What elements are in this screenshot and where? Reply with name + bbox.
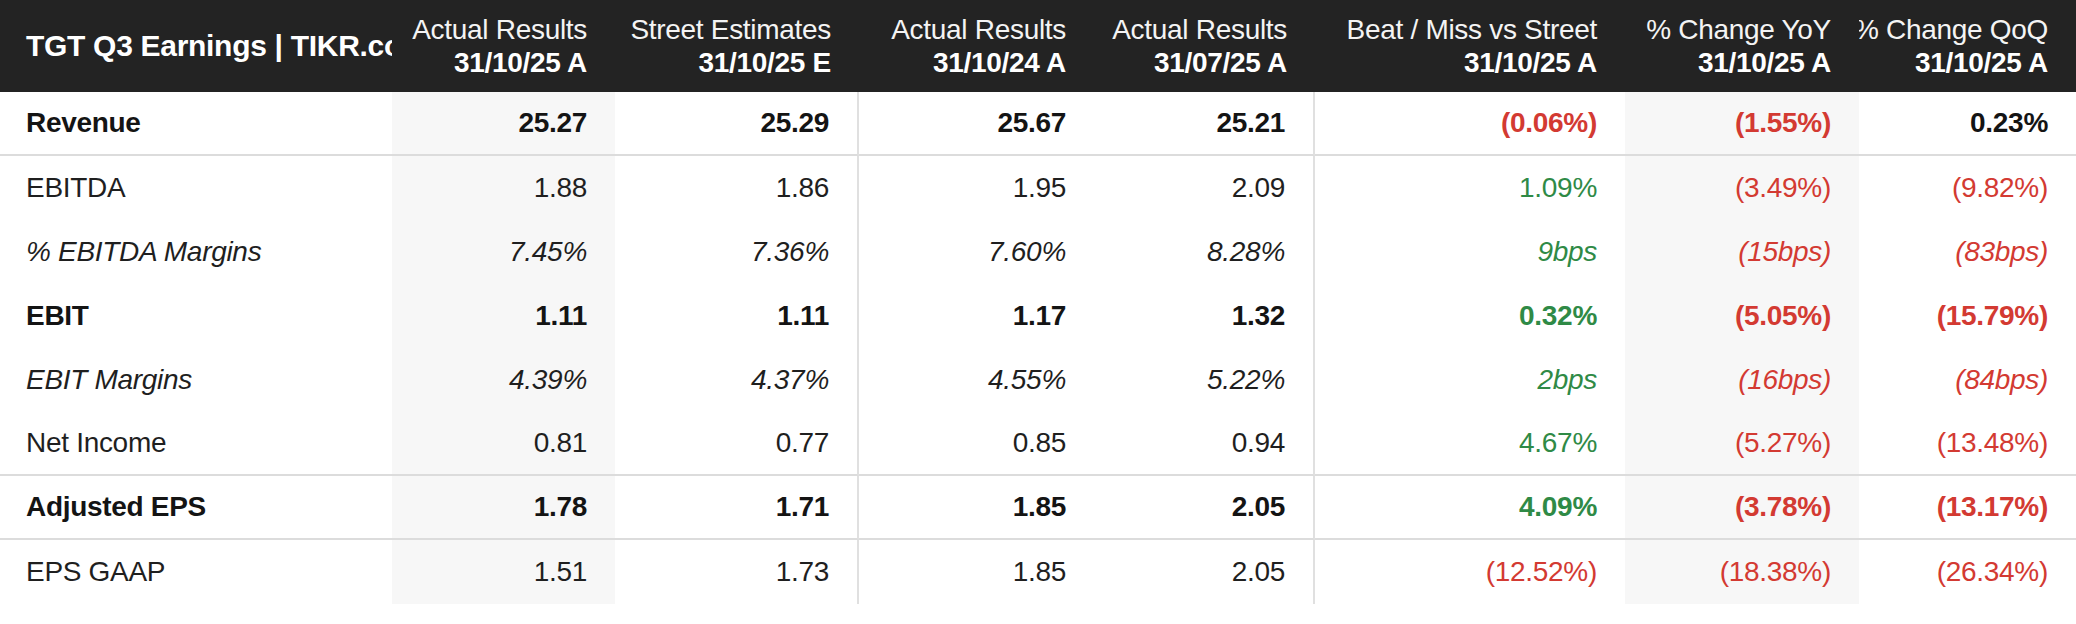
cell-eps-gaap-beat-miss: (12.52%)	[1315, 540, 1625, 604]
cell-ebit-pct-change-qoq: (15.79%)	[1859, 284, 2076, 348]
cell-revenue-actual-31-07-25: 25.21	[1094, 92, 1315, 156]
cell-adjusted-eps-beat-miss: 4.09%	[1315, 476, 1625, 540]
cell-net-income-actual-31-10-25: 0.81	[392, 412, 615, 476]
column-header-pct-change-qoq: % Change QoQ 31/10/25 A	[1859, 0, 2076, 92]
cell-eps-gaap-actual-31-10-24: 1.85	[859, 540, 1094, 604]
cell-ebit-actual-31-07-25: 1.32	[1094, 284, 1315, 348]
cell-revenue-actual-31-10-24: 25.67	[859, 92, 1094, 156]
cell-net-income-actual-31-07-25: 0.94	[1094, 412, 1315, 476]
row-label-revenue: Revenue	[0, 92, 392, 156]
row-label-adjusted-eps: Adjusted EPS	[0, 476, 392, 540]
cell-ebitda-margins-actual-31-10-24: 7.60%	[859, 220, 1094, 284]
column-header-label: % Change YoY	[1646, 16, 1831, 44]
cell-revenue-beat-miss: (0.06%)	[1315, 92, 1625, 156]
cell-ebit-pct-change-yoy: (5.05%)	[1625, 284, 1859, 348]
column-header-actual-31-10-25: Actual Results 31/10/25 A	[392, 0, 615, 92]
column-header-date: 31/10/25 A	[454, 49, 587, 77]
column-header-label: % Change QoQ	[1859, 16, 2048, 44]
earnings-table: TGT Q3 Earnings | TIKR.com Actual Result…	[0, 0, 2076, 604]
cell-adjusted-eps-pct-change-qoq: (13.17%)	[1859, 476, 2076, 540]
cell-ebitda-pct-change-qoq: (9.82%)	[1859, 156, 2076, 220]
column-header-date: 31/10/25 A	[1698, 49, 1831, 77]
cell-net-income-pct-change-qoq: (13.48%)	[1859, 412, 2076, 476]
column-header-pct-change-yoy: % Change YoY 31/10/25 A	[1625, 0, 1859, 92]
column-header-label: Beat / Miss vs Street	[1347, 16, 1597, 44]
cell-net-income-pct-change-yoy: (5.27%)	[1625, 412, 1859, 476]
column-header-date: 31/10/25 A	[1464, 49, 1597, 77]
cell-revenue-street-31-10-25: 25.29	[615, 92, 859, 156]
cell-ebit-margins-pct-change-qoq: (84bps)	[1859, 348, 2076, 412]
cell-eps-gaap-pct-change-qoq: (26.34%)	[1859, 540, 2076, 604]
column-header-label: Actual Results	[412, 16, 587, 44]
cell-ebit-margins-actual-31-07-25: 5.22%	[1094, 348, 1315, 412]
cell-ebit-beat-miss: 0.32%	[1315, 284, 1625, 348]
cell-adjusted-eps-street-31-10-25: 1.71	[615, 476, 859, 540]
cell-ebitda-pct-change-yoy: (3.49%)	[1625, 156, 1859, 220]
cell-eps-gaap-pct-change-yoy: (18.38%)	[1625, 540, 1859, 604]
column-header-label: Street Estimates	[630, 16, 831, 44]
cell-ebitda-margins-pct-change-qoq: (83bps)	[1859, 220, 2076, 284]
cell-revenue-pct-change-qoq: 0.23%	[1859, 92, 2076, 156]
row-label-ebit-margins: EBIT Margins	[0, 348, 392, 412]
column-header-actual-31-07-25: Actual Results 31/07/25 A	[1094, 0, 1315, 92]
column-header-actual-31-10-24: Actual Results 31/10/24 A	[859, 0, 1094, 92]
row-label-ebitda: EBITDA	[0, 156, 392, 220]
cell-net-income-street-31-10-25: 0.77	[615, 412, 859, 476]
cell-ebit-margins-pct-change-yoy: (16bps)	[1625, 348, 1859, 412]
table-title: TGT Q3 Earnings | TIKR.com	[0, 0, 392, 92]
cell-ebitda-beat-miss: 1.09%	[1315, 156, 1625, 220]
cell-ebitda-margins-beat-miss: 9bps	[1315, 220, 1625, 284]
cell-adjusted-eps-actual-31-07-25: 2.05	[1094, 476, 1315, 540]
row-label-ebit: EBIT	[0, 284, 392, 348]
column-header-date: 31/07/25 A	[1154, 49, 1287, 77]
cell-revenue-actual-31-10-25: 25.27	[392, 92, 615, 156]
cell-ebit-street-31-10-25: 1.11	[615, 284, 859, 348]
cell-ebit-margins-actual-31-10-25: 4.39%	[392, 348, 615, 412]
cell-net-income-actual-31-10-24: 0.85	[859, 412, 1094, 476]
row-label-net-income: Net Income	[0, 412, 392, 476]
cell-net-income-beat-miss: 4.67%	[1315, 412, 1625, 476]
cell-ebit-actual-31-10-24: 1.17	[859, 284, 1094, 348]
column-header-street-31-10-25: Street Estimates 31/10/25 E	[615, 0, 859, 92]
column-header-date: 31/10/25 A	[1915, 49, 2048, 77]
cell-ebitda-actual-31-07-25: 2.09	[1094, 156, 1315, 220]
cell-adjusted-eps-actual-31-10-24: 1.85	[859, 476, 1094, 540]
column-header-label: Actual Results	[891, 16, 1066, 44]
cell-ebit-margins-beat-miss: 2bps	[1315, 348, 1625, 412]
column-header-label: Actual Results	[1112, 16, 1287, 44]
cell-ebitda-actual-31-10-25: 1.88	[392, 156, 615, 220]
cell-ebitda-street-31-10-25: 1.86	[615, 156, 859, 220]
cell-ebit-margins-actual-31-10-24: 4.55%	[859, 348, 1094, 412]
row-label-ebitda-margins: % EBITDA Margins	[0, 220, 392, 284]
cell-ebitda-margins-actual-31-10-25: 7.45%	[392, 220, 615, 284]
cell-eps-gaap-actual-31-10-25: 1.51	[392, 540, 615, 604]
cell-ebit-actual-31-10-25: 1.11	[392, 284, 615, 348]
cell-ebitda-margins-pct-change-yoy: (15bps)	[1625, 220, 1859, 284]
cell-ebitda-margins-actual-31-07-25: 8.28%	[1094, 220, 1315, 284]
row-label-eps-gaap: EPS GAAP	[0, 540, 392, 604]
column-header-beat-miss: Beat / Miss vs Street 31/10/25 A	[1315, 0, 1625, 92]
cell-ebitda-margins-street-31-10-25: 7.36%	[615, 220, 859, 284]
cell-revenue-pct-change-yoy: (1.55%)	[1625, 92, 1859, 156]
cell-ebit-margins-street-31-10-25: 4.37%	[615, 348, 859, 412]
cell-adjusted-eps-actual-31-10-25: 1.78	[392, 476, 615, 540]
cell-eps-gaap-street-31-10-25: 1.73	[615, 540, 859, 604]
cell-eps-gaap-actual-31-07-25: 2.05	[1094, 540, 1315, 604]
cell-ebitda-actual-31-10-24: 1.95	[859, 156, 1094, 220]
cell-adjusted-eps-pct-change-yoy: (3.78%)	[1625, 476, 1859, 540]
column-header-date: 31/10/24 A	[933, 49, 1066, 77]
column-header-date: 31/10/25 E	[699, 49, 831, 77]
